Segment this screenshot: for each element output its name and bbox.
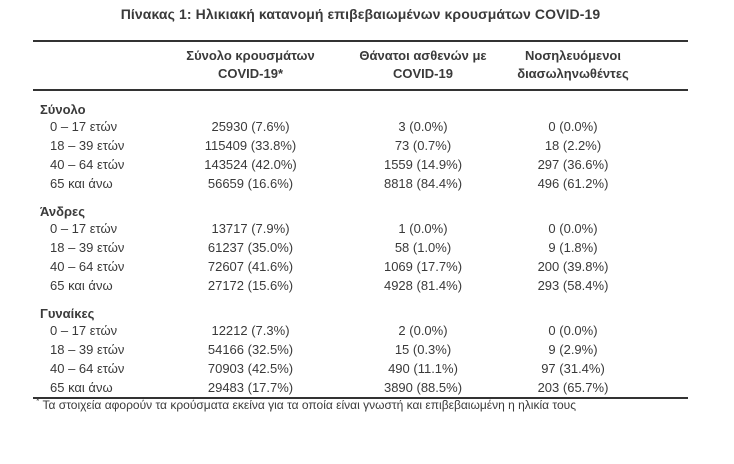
intubated-value: 297 (36.6%) <box>537 157 609 172</box>
intubated-value: 0 (0.0%) <box>548 119 598 134</box>
cases-value: 54166 (32.5%) <box>207 342 294 357</box>
age-group-label: 40 – 64 ετών <box>50 157 125 172</box>
footnote-text: Τα στοιχεία αφορούν τα κρούσματα εκείνα … <box>42 398 576 412</box>
cases-value: 143524 (42.0%) <box>204 157 297 172</box>
table-row: 40 – 64 ετών 70903 (42.5%) 490 (11.1%) 9… <box>33 359 688 378</box>
age-group-label: 0 – 17 ετών <box>50 119 118 134</box>
table-row: 0 – 17 ετών 12212 (7.3%) 2 (0.0%) 0 (0.0… <box>33 321 688 340</box>
intubated-value: 200 (39.8%) <box>537 259 609 274</box>
table-header-row: Σύνολο κρουσμάτων COVID-19* Θάνατοι ασθε… <box>33 42 688 91</box>
table-title: Πίνακας 1: Ηλικιακή κατανομή επιβεβαιωμέ… <box>120 6 601 22</box>
cases-value: 115409 (33.8%) <box>204 138 297 153</box>
age-group-label: 0 – 17 ετών <box>50 221 118 236</box>
deaths-value: 490 (11.1%) <box>388 361 458 376</box>
table-row: 40 – 64 ετών 143524 (42.0%) 1559 (14.9%)… <box>33 155 688 174</box>
cases-value: 29483 (17.7%) <box>207 380 294 395</box>
cases-value: 13717 (7.9%) <box>211 221 290 236</box>
cases-value: 25930 (7.6%) <box>211 119 290 134</box>
intubated-value: 0 (0.0%) <box>548 221 598 236</box>
table-row: 18 – 39 ετών 61237 (35.0%) 58 (1.0%) 9 (… <box>33 238 688 257</box>
age-group-label: 65 και άνω <box>50 176 113 191</box>
section-header-row-men: Άνδρες <box>33 193 688 219</box>
age-group-label: 40 – 64 ετών <box>50 259 125 274</box>
deaths-value: 1069 (17.7%) <box>383 259 463 274</box>
cases-value: 61237 (35.0%) <box>207 240 294 255</box>
section-header-row-women: Γυναίκες <box>33 295 688 321</box>
age-group-label: 65 και άνω <box>50 278 113 293</box>
deaths-value: 3 (0.0%) <box>398 119 448 134</box>
deaths-value: 73 (0.7%) <box>394 138 452 153</box>
table-row: 0 – 17 ετών 25930 (7.6%) 3 (0.0%) 0 (0.0… <box>33 117 688 136</box>
section-name: Γυναίκες <box>40 306 95 321</box>
column-header-line: COVID-19* <box>217 66 284 81</box>
table-row: 40 – 64 ετών 72607 (41.6%) 1069 (17.7%) … <box>33 257 688 276</box>
table-row: 18 – 39 ετών 115409 (33.8%) 73 (0.7%) 18… <box>33 136 688 155</box>
cases-value: 56659 (16.6%) <box>207 176 294 191</box>
deaths-value: 1 (0.0%) <box>398 221 448 236</box>
age-group-label: 0 – 17 ετών <box>50 323 118 338</box>
intubated-value: 9 (2.9%) <box>548 342 598 357</box>
column-header-line: Νοσηλευόμενοι <box>525 48 621 63</box>
cases-value: 70903 (42.5%) <box>207 361 294 376</box>
deaths-value: 8818 (84.4%) <box>383 176 463 191</box>
intubated-value: 496 (61.2%) <box>537 176 609 191</box>
deaths-value: 3890 (88.5%) <box>383 380 463 395</box>
deaths-value: 1559 (14.9%) <box>383 157 463 172</box>
column-header-total-cases: Σύνολο κρουσμάτων COVID-19* <box>148 47 353 83</box>
intubated-value: 18 (2.2%) <box>544 138 602 153</box>
section-header-row-total: Σύνολο <box>33 91 688 117</box>
column-header-intubated: Νοσηλευόμενοι διασωληνωθέντες <box>493 47 653 83</box>
table-row: 65 και άνω 27172 (15.6%) 4928 (81.4%) 29… <box>33 276 688 295</box>
column-header-line: COVID-19 <box>393 66 453 81</box>
intubated-value: 0 (0.0%) <box>548 323 598 338</box>
deaths-value: 58 (1.0%) <box>394 240 452 255</box>
column-header-line: Σύνολο κρουσμάτων <box>186 48 315 63</box>
footnote-asterisk: * <box>36 396 40 406</box>
table-row: 65 και άνω 29483 (17.7%) 3890 (88.5%) 20… <box>33 378 688 397</box>
section-name: Άνδρες <box>40 204 85 219</box>
table-row: 18 – 39 ετών 54166 (32.5%) 15 (0.3%) 9 (… <box>33 340 688 359</box>
section-name: Σύνολο <box>40 102 86 117</box>
age-group-label: 18 – 39 ετών <box>50 342 125 357</box>
table-body: Σύνολο 0 – 17 ετών 25930 (7.6%) 3 (0.0%)… <box>33 91 688 397</box>
column-header-deaths: Θάνατοι ασθενών με COVID-19 <box>353 47 493 83</box>
cases-value: 12212 (7.3%) <box>211 323 290 338</box>
cases-value: 27172 (15.6%) <box>207 278 294 293</box>
age-group-label: 40 – 64 ετών <box>50 361 125 376</box>
deaths-value: 15 (0.3%) <box>394 342 452 357</box>
table-row: 65 και άνω 56659 (16.6%) 8818 (84.4%) 49… <box>33 174 688 193</box>
intubated-value: 9 (1.8%) <box>548 240 598 255</box>
deaths-value: 2 (0.0%) <box>398 323 448 338</box>
column-header-line: διασωληνωθέντες <box>517 66 629 81</box>
column-header-empty <box>33 47 148 83</box>
covid-age-distribution-table: Σύνολο κρουσμάτων COVID-19* Θάνατοι ασθε… <box>33 40 688 399</box>
intubated-value: 97 (31.4%) <box>541 361 605 376</box>
deaths-value: 4928 (81.4%) <box>383 278 463 293</box>
column-header-line: Θάνατοι ασθενών με <box>359 48 487 63</box>
age-group-label: 18 – 39 ετών <box>50 138 125 153</box>
age-group-label: 18 – 39 ετών <box>50 240 125 255</box>
footnote: * Τα στοιχεία αφορούν τα κρούσματα εκείνα… <box>36 396 696 412</box>
cases-value: 72607 (41.6%) <box>207 259 294 274</box>
age-group-label: 65 και άνω <box>50 380 113 395</box>
intubated-value: 293 (58.4%) <box>537 278 609 293</box>
table-row: 0 – 17 ετών 13717 (7.9%) 1 (0.0%) 0 (0.0… <box>33 219 688 238</box>
intubated-value: 203 (65.7%) <box>537 380 609 395</box>
